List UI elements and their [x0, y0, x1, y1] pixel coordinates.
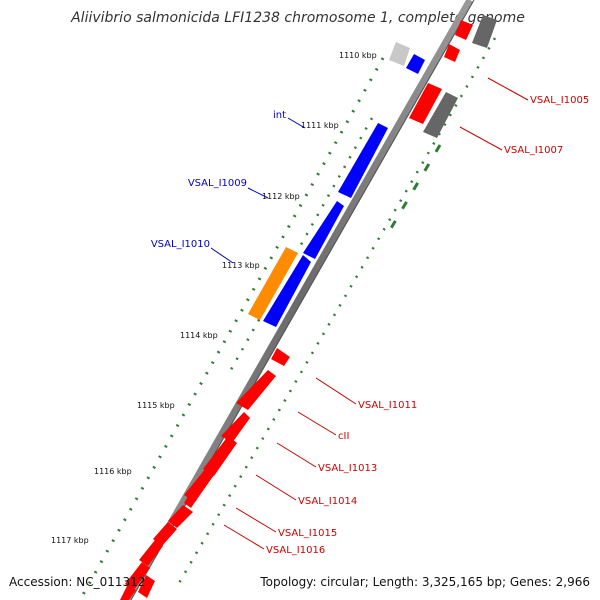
left-gene-labels: int VSAL_I1009 VSAL_I1010	[151, 110, 286, 250]
outer-right-tick-track	[388, 144, 442, 231]
gene-label-vsal-i1005[interactable]: VSAL_I1005	[530, 95, 589, 106]
gene-vsal-i1013	[221, 412, 250, 443]
gene-vsal-i1014	[203, 436, 237, 476]
gene-label-vsal-i1015[interactable]: VSAL_I1015	[278, 528, 337, 539]
gene-vsal-i1016	[184, 493, 197, 508]
gene-label-vsal-i1013[interactable]: VSAL_I1013	[318, 463, 377, 474]
gene-red-1018	[153, 522, 177, 546]
gene-blue-top	[406, 54, 425, 74]
outer-left-tick-track	[78, 57, 385, 600]
kbp-label: 1111 kbp	[301, 121, 339, 130]
gene-label-int[interactable]: int	[273, 110, 286, 121]
genome-summary-text: Topology: circular; Length: 3,325,165 bp…	[259, 575, 590, 589]
kbp-label: 1116 kbp	[94, 467, 132, 476]
gene-cii	[236, 370, 276, 410]
kbp-label: 1114 kbp	[180, 331, 218, 340]
gene-red-1017	[168, 505, 193, 528]
gene-light-gray	[389, 42, 410, 66]
gene-red-top-small	[444, 44, 460, 62]
kbp-label: 1115 kbp	[137, 401, 175, 410]
inner-right-tick-track	[173, 37, 497, 591]
kbp-label: 1110 kbp	[339, 51, 377, 60]
gene-label-vsal-i1014[interactable]: VSAL_I1014	[298, 496, 357, 507]
inner-left-tick-track	[226, 117, 374, 376]
gene-vsal-i1010	[248, 247, 298, 320]
gene-label-vsal-i1016[interactable]: VSAL_I1016	[266, 545, 325, 556]
gene-red-1022	[138, 575, 155, 598]
gene-vsal-i1015	[184, 468, 214, 502]
gene-vsal-i1010-blue	[263, 255, 311, 327]
kbp-label: 1113 kbp	[222, 261, 260, 270]
gene-features	[120, 15, 497, 600]
gene-red-1020	[125, 562, 150, 590]
gene-vsal-i1009	[303, 201, 344, 259]
gene-label-cii[interactable]: cII	[338, 431, 349, 442]
chromosome-backbone	[123, 0, 474, 600]
gene-gray-top	[472, 15, 497, 48]
gene-label-vsal-i1009[interactable]: VSAL_I1009	[188, 178, 247, 189]
right-gene-labels: VSAL_I1005 VSAL_I1007 VSAL_I1011 cII VSA…	[266, 95, 589, 556]
gene-label-vsal-i1007[interactable]: VSAL_I1007	[504, 145, 563, 156]
gene-vsal-i1005	[409, 83, 442, 124]
gene-label-vsal-i1010[interactable]: VSAL_I1010	[151, 239, 210, 250]
accession-text: Accession: NC_011312	[9, 575, 145, 589]
gene-vsal-i1007	[423, 92, 458, 138]
gene-red-1021	[120, 584, 136, 600]
gene-red-top	[455, 20, 473, 40]
left-leader-lines	[210, 117, 306, 264]
gene-red-1019	[139, 540, 163, 566]
map-title: Aliivibrio salmonicida LFI1238 chromosom…	[70, 10, 525, 26]
right-leader-lines	[223, 77, 529, 550]
position-markers: 1110 kbp 1111 kbp 1112 kbp 1113 kbp 1114…	[51, 51, 377, 545]
gene-label-vsal-i1011[interactable]: VSAL_I1011	[358, 400, 417, 411]
gene-int	[338, 123, 388, 198]
kbp-label: 1112 kbp	[262, 192, 300, 201]
kbp-label: 1117 kbp	[51, 536, 89, 545]
gene-vsal-i1011	[271, 348, 290, 366]
